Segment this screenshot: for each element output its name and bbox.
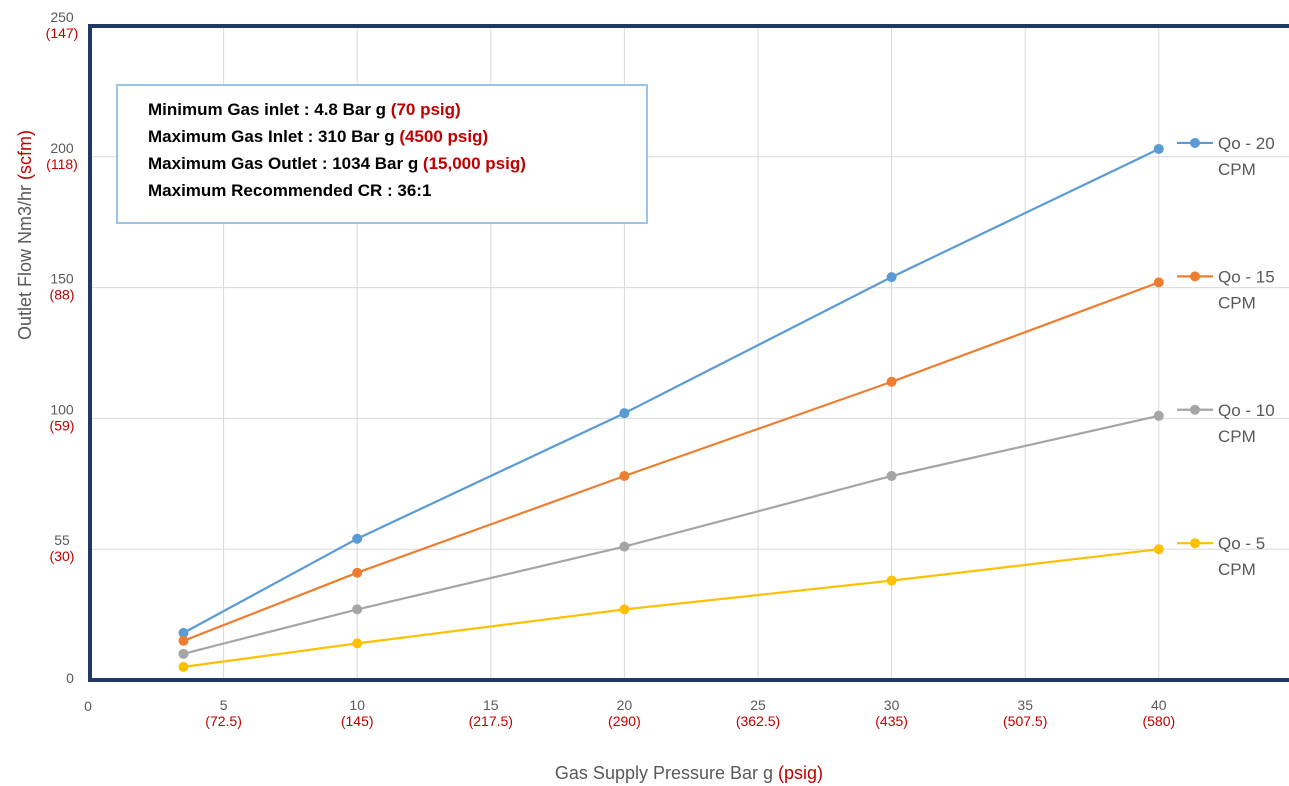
- y-tick-label: 200: [50, 140, 74, 156]
- legend-label: Qo - 20: [1218, 134, 1275, 153]
- data-point: [1153, 544, 1164, 555]
- x-axis-title: Gas Supply Pressure Bar g (psig): [555, 763, 823, 783]
- x-tick-label: 0: [84, 698, 92, 714]
- series-line: [183, 281, 1160, 642]
- data-point: [619, 604, 630, 615]
- x-tick-sublabel: (145): [341, 713, 374, 729]
- legend-swatch-marker: [1190, 538, 1200, 549]
- y-axis-title: Outlet Flow Nm3/hr (scfm): [15, 130, 35, 340]
- series-line: [183, 414, 1160, 655]
- data-point: [1153, 277, 1164, 288]
- y-tick-sublabel: (30): [50, 548, 75, 564]
- legend-label: CPM: [1218, 160, 1256, 179]
- legend: Qo - 20 CPM Qo - 15 CPM Qo - 10 CPM Qo - 5 CPM: [1177, 134, 1275, 579]
- x-tick-label: 40: [1151, 697, 1167, 713]
- info-max-gas-outlet: Maximum Gas Outlet : 1034 Bar g (15,000 …: [148, 154, 526, 173]
- legend-swatch-marker: [1190, 404, 1200, 415]
- y-tick-sublabel: (147): [46, 25, 79, 41]
- data-point: [886, 376, 897, 387]
- series-line: [183, 548, 1159, 668]
- data-point: [352, 604, 363, 615]
- x-tick-sublabel: (72.5): [205, 713, 242, 729]
- x-tick-sublabel: (290): [608, 713, 641, 729]
- data-point: [886, 575, 897, 586]
- data-point: [352, 533, 363, 544]
- y-tick-label: 150: [50, 271, 74, 287]
- x-tick-label: 30: [884, 697, 900, 713]
- data-point: [352, 638, 363, 649]
- x-tick-sublabel: (362.5): [736, 713, 780, 729]
- legend-swatch-marker: [1190, 137, 1200, 148]
- data-point: [178, 661, 189, 672]
- x-tick-label: 5: [220, 697, 228, 713]
- legend-label: CPM: [1218, 293, 1256, 312]
- data-point: [178, 648, 189, 659]
- y-tick-label: 100: [50, 401, 74, 417]
- data-point: [886, 272, 897, 283]
- series-layer: [178, 143, 1164, 672]
- y-tick-label: 250: [50, 9, 74, 25]
- x-tick-sublabel: (507.5): [1003, 713, 1047, 729]
- x-tick-label: 35: [1017, 697, 1033, 713]
- data-point: [619, 408, 630, 419]
- y-tick-sublabel: (59): [50, 417, 75, 433]
- axis-ticks: 0 5(72.5) 10(145) 15(217.5) 20(290) 25(362.5)…: [46, 9, 1175, 729]
- legend-label: CPM: [1218, 560, 1256, 579]
- legend-swatch-marker: [1190, 271, 1200, 282]
- legend-label: Qo - 10: [1218, 401, 1275, 420]
- data-point: [886, 470, 897, 481]
- data-point: [619, 470, 630, 481]
- legend-label: CPM: [1218, 427, 1256, 446]
- x-tick-label: 20: [617, 697, 633, 713]
- x-tick-sublabel: (580): [1142, 713, 1175, 729]
- info-max-gas-inlet: Maximum Gas Inlet : 310 Bar g (4500 psig…: [148, 127, 489, 146]
- data-point: [178, 635, 189, 646]
- x-tick-sublabel: (217.5): [469, 713, 513, 729]
- data-point: [352, 567, 363, 578]
- y-tick-sublabel: (88): [50, 287, 75, 303]
- info-min-gas-inlet: Minimum Gas inlet : 4.8 Bar g (70 psig): [148, 100, 461, 119]
- y-tick-label: 55: [54, 532, 70, 548]
- plot-frame: [88, 24, 1289, 682]
- spec-info-box: Minimum Gas inlet : 4.8 Bar g (70 psig) …: [116, 84, 648, 224]
- x-tick-sublabel: (435): [875, 713, 908, 729]
- info-max-cr: Maximum Recommended CR : 36:1: [148, 181, 432, 200]
- legend-label: Qo - 5: [1218, 534, 1265, 553]
- data-point: [178, 627, 189, 638]
- data-point: [1153, 143, 1164, 154]
- y-tick-sublabel: (118): [46, 156, 78, 172]
- data-point: [619, 541, 630, 552]
- x-tick-label: 15: [483, 697, 499, 713]
- legend-label: Qo - 15: [1218, 267, 1275, 286]
- x-tick-label: 10: [349, 697, 365, 713]
- x-tick-label: 25: [750, 697, 766, 713]
- data-point: [1153, 410, 1164, 421]
- y-tick-label: 0: [66, 670, 74, 686]
